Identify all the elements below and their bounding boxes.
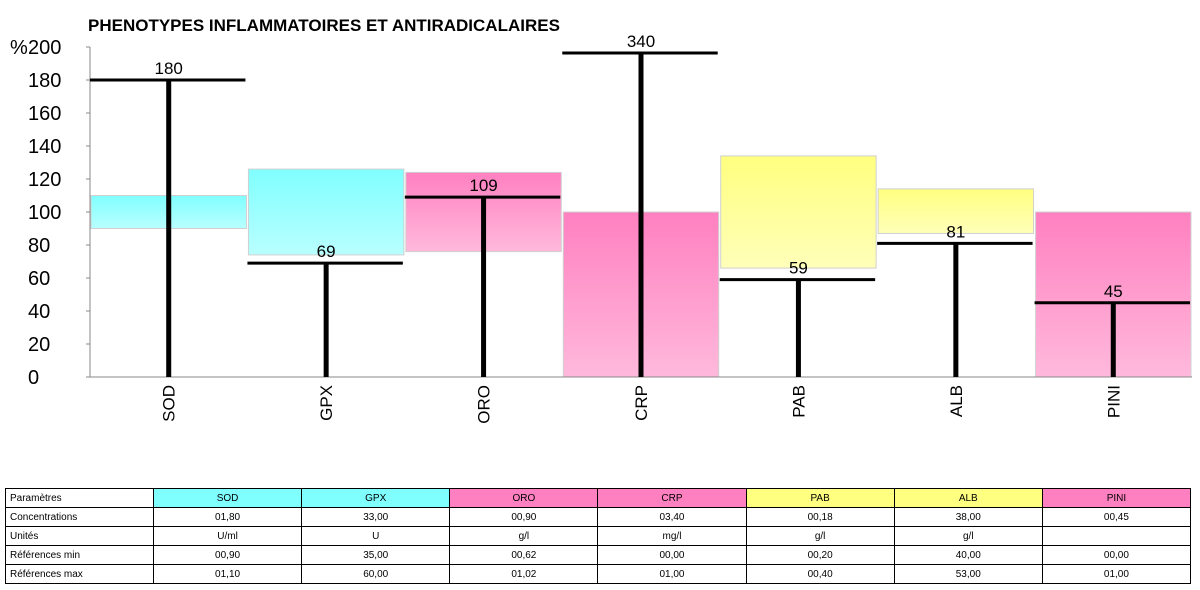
- reference-band-alb: [877, 188, 1035, 234]
- table-cell: 01,00: [597, 564, 747, 584]
- table-column-header: SOD: [152, 488, 303, 508]
- table-cell: 00,00: [597, 545, 747, 565]
- table-cell: 03,40: [597, 507, 747, 527]
- category-label-crp: CRP: [632, 385, 651, 421]
- table-column-header: ORO: [449, 488, 599, 508]
- y-tick-label: 80: [28, 235, 50, 257]
- table-cell: 01,02: [449, 564, 599, 584]
- value-label-sod: 180: [155, 59, 183, 78]
- table-cell: U/ml: [152, 526, 303, 546]
- category-label-alb: ALB: [947, 385, 966, 417]
- table-cell: 38,00: [893, 507, 1043, 527]
- table-cell: 00,62: [449, 545, 599, 565]
- table-row-label: Références min: [5, 545, 154, 565]
- table-column-header: PINI: [1041, 488, 1192, 508]
- y-tick-label: 20: [28, 334, 50, 356]
- table-header-row: Paramètres SOD GPX ORO CRP PAB ALB PINI: [5, 488, 1192, 508]
- phenotypes-chart: PHENOTYPES INFLAMMATOIRES ET ANTIRADICAL…: [10, 16, 1192, 424]
- table-cell: 60,00: [301, 564, 451, 584]
- table-column-header: GPX: [301, 488, 451, 508]
- table-column-header: CRP: [597, 488, 747, 508]
- table-row: Concentrations 01,80 33,00 00,90 03,40 00,18 3…: [5, 507, 1192, 527]
- table-cell: 35,00: [301, 545, 451, 565]
- table-cell: g/l: [449, 526, 599, 546]
- y-axis: 0 20 40 60 80 100 120 140 160 180 200%: [10, 37, 1192, 389]
- y-tick-label: 40: [28, 301, 50, 323]
- category-label-pini: PINI: [1104, 385, 1123, 418]
- table-cell: 40,00: [893, 545, 1043, 565]
- category-label-pab: PAB: [789, 385, 808, 418]
- parameters-table: Paramètres SOD GPX ORO CRP PAB ALB PINI Concentr…: [5, 488, 1192, 584]
- table-cell: [1041, 526, 1192, 546]
- table-row-label: Références max: [5, 564, 154, 584]
- value-markers: 180 69 109 340 59 81 45: [90, 32, 1190, 377]
- table-cell: U: [301, 526, 451, 546]
- table-cell: 01,10: [152, 564, 303, 584]
- table-cell: 00,90: [152, 545, 303, 565]
- category-label-oro: ORO: [475, 385, 494, 424]
- table-cell: g/l: [745, 526, 895, 546]
- table-cell: 00,20: [745, 545, 895, 565]
- table-cell: 01,00: [1041, 564, 1192, 584]
- y-tick-label: 120: [28, 169, 61, 191]
- reference-band-pab: [720, 155, 877, 269]
- table-column-header: ALB: [893, 488, 1043, 508]
- table-cell: 00,40: [745, 564, 895, 584]
- value-label-pab: 59: [789, 259, 808, 278]
- table-cell: g/l: [893, 526, 1043, 546]
- table-column-header: PAB: [745, 488, 895, 508]
- table-row-label: Concentrations: [5, 507, 154, 527]
- y-tick-label: 0: [28, 367, 39, 389]
- y-tick-label: 100: [28, 202, 61, 224]
- table-cell: 00,90: [449, 507, 599, 527]
- value-label-oro: 109: [469, 176, 497, 195]
- reference-band-gpx: [247, 168, 405, 256]
- category-label-sod: SOD: [160, 385, 179, 422]
- chart-title: PHENOTYPES INFLAMMATOIRES ET ANTIRADICAL…: [88, 16, 560, 35]
- value-label-alb: 81: [946, 222, 965, 241]
- table-cell: 53,00: [893, 564, 1043, 584]
- table-row: Références min 00,90 35,00 00,62 00,00 00,20 4…: [5, 545, 1192, 565]
- y-tick-label: 200: [28, 37, 61, 59]
- table-cell: 00,00: [1041, 545, 1192, 565]
- table-row-label: Unités: [5, 526, 154, 546]
- y-tick-label: 60: [28, 268, 50, 290]
- table-cell: 00,18: [745, 507, 895, 527]
- category-label-gpx: GPX: [317, 385, 336, 421]
- value-label-gpx: 69: [317, 242, 336, 261]
- value-label-crp: 340: [627, 32, 655, 51]
- table-cell: 01,80: [152, 507, 303, 527]
- category-labels: SOD GPX ORO CRP PAB ALB PINI: [160, 385, 1124, 424]
- y-tick-label: 140: [28, 136, 61, 158]
- table-row-label: Paramètres: [5, 488, 154, 508]
- y-tick-label: 160: [28, 103, 61, 125]
- y-tick-label: 180: [28, 70, 61, 92]
- y-axis-unit: %: [10, 37, 28, 59]
- table-cell: 33,00: [301, 507, 451, 527]
- table-cell: mg/l: [597, 526, 747, 546]
- table-cell: 00,45: [1041, 507, 1192, 527]
- reference-bands: [90, 155, 1192, 378]
- value-label-pini: 45: [1104, 282, 1123, 301]
- table-row: Références max 01,10 60,00 01,02 01,00 00,40 5…: [5, 564, 1192, 584]
